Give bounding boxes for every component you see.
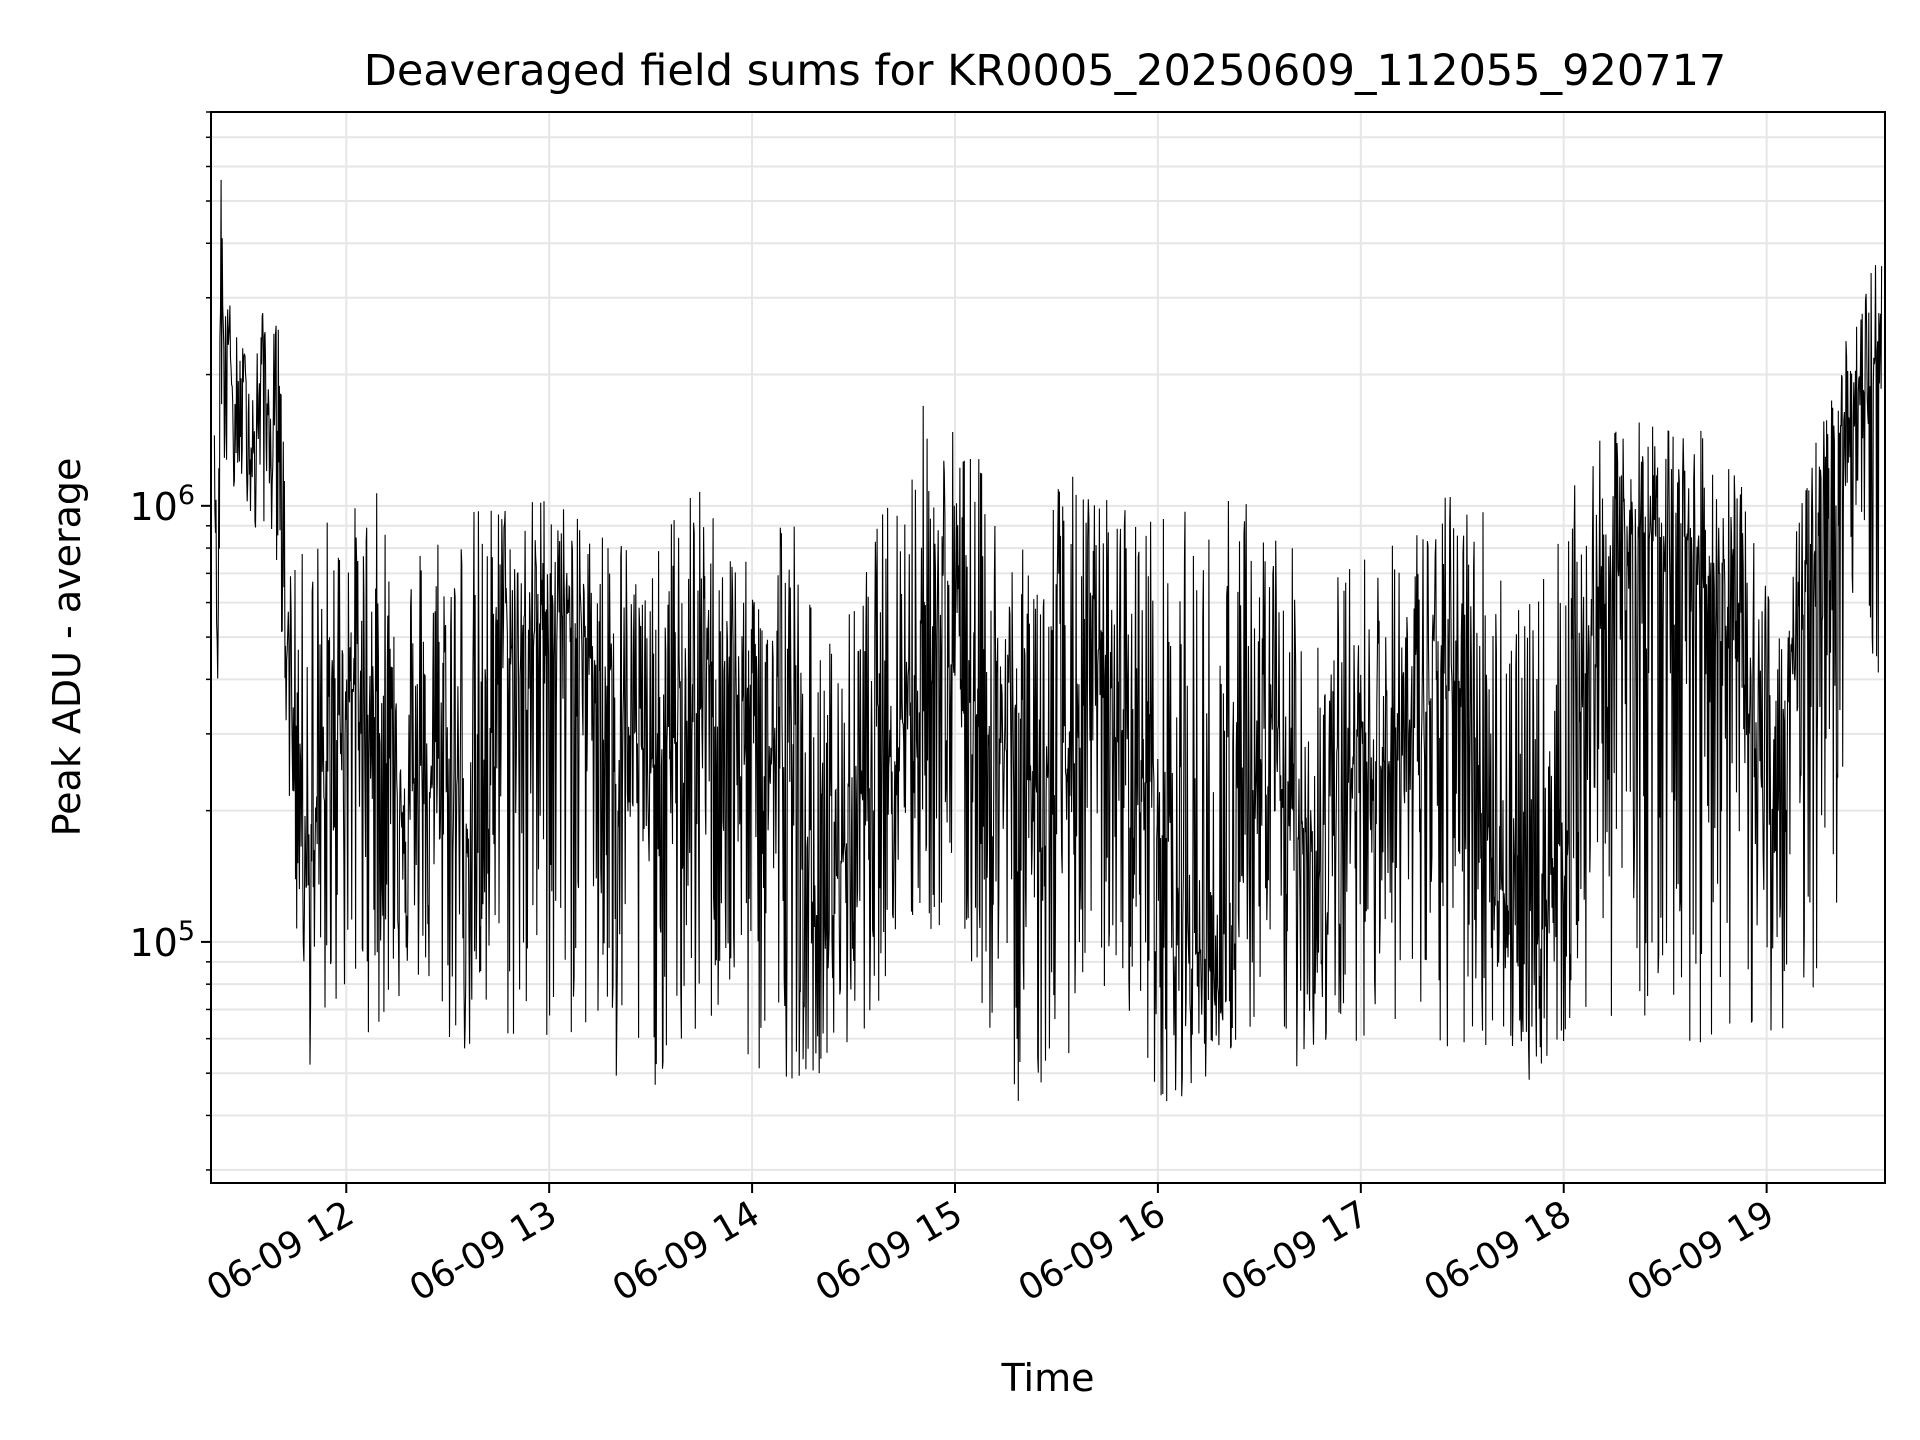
y-axis-label: Peak ADU - average	[45, 458, 89, 837]
chart-title: Deaveraged field sums for KR0005_2025060…	[364, 46, 1727, 96]
y-tick-label-base: 10	[129, 921, 177, 965]
data-series	[213, 179, 1883, 1102]
series-line	[213, 179, 1883, 1102]
y-tick-label-base: 10	[129, 485, 177, 529]
y-tick-label-exponent: 5	[178, 916, 195, 947]
plot-frame	[210, 111, 1886, 1184]
y-tick-label: 105	[129, 916, 195, 965]
y-tick-label-exponent: 6	[178, 480, 195, 511]
y-tick-label: 106	[129, 480, 195, 529]
x-axis-label: Time	[1001, 1356, 1095, 1400]
